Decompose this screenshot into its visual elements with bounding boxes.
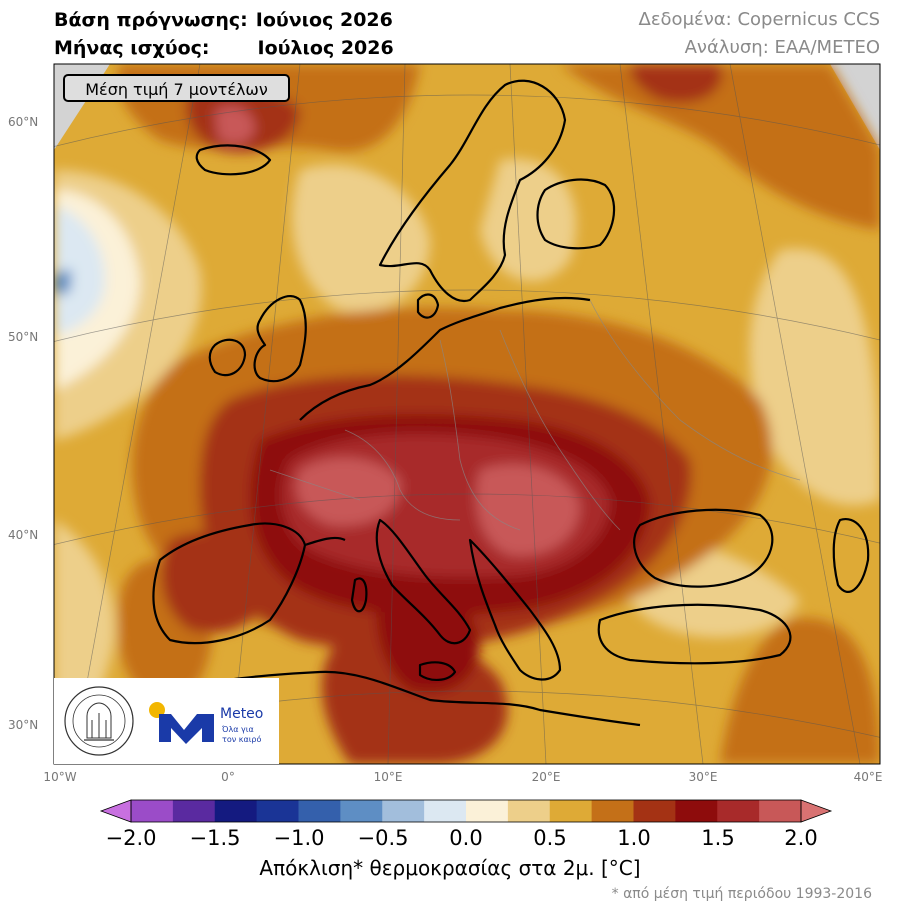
colorbar-segment (717, 800, 760, 822)
svg-text:Meteo: Meteo (220, 706, 263, 722)
anomaly-zone-cool (54, 205, 105, 335)
colorbar-segment (507, 800, 551, 822)
colorbar-label: Απόκλιση* θερμοκρασίας στα 2μ. [°C] (259, 856, 641, 880)
lat-label-40: 40°N (8, 528, 39, 542)
colorbar (99, 799, 833, 823)
colorbar-tick: 1.0 (617, 826, 651, 850)
data-source: Δεδομένα: Copernicus CCS (638, 9, 881, 30)
lon-label-30e: 30°E (688, 770, 718, 784)
forecast-header: Βάση πρόγνωσης: Ιούνιος 2026 Μήνας ισχύος… (54, 6, 394, 62)
map-frame (53, 63, 881, 765)
colorbar-segment (172, 800, 216, 822)
colorbar-segment (675, 800, 718, 822)
model-mean-badge: Μέση τιμή 7 μοντέλων (63, 74, 290, 102)
base-value: Ιούνιος 2026 (255, 9, 393, 31)
colorbar-max-extend (800, 799, 833, 823)
valid-value: Ιούλιος 2026 (257, 37, 394, 59)
colorbar-segment (549, 800, 593, 822)
colorbar-segment (131, 800, 174, 822)
colorbar-segment (466, 800, 509, 822)
colorbar-segment (591, 800, 634, 822)
colorbar-tick: 0.0 (449, 826, 483, 850)
lon-label-0: 0° (221, 770, 235, 784)
analysis-credit: Ανάλυση: ΕΑΑ/METEO (684, 37, 880, 58)
colorbar-segment (298, 800, 341, 822)
colorbar-tick: −1.5 (189, 826, 241, 850)
coastlines (139, 79, 870, 727)
svg-text:Όλα για: Όλα για (221, 724, 254, 734)
reference-period-note: * από μέση τιμή περιόδου 1993-2016 (611, 886, 872, 902)
colorbar-segment (759, 800, 802, 822)
colorbar-tick: −1.0 (273, 826, 325, 850)
colorbar-min-extend (99, 799, 132, 823)
lon-label-10w: 10°W (43, 770, 77, 784)
lat-label-50: 50°N (8, 330, 39, 344)
lon-label-10e: 10°E (373, 770, 403, 784)
lon-label-40e: 40°E (853, 770, 883, 784)
colorbar-tick: −2.0 (105, 826, 157, 850)
anomaly-zone-rust-northeast (630, 64, 722, 103)
lat-label-60: 60°N (8, 115, 39, 129)
anomaly-zone-cold-spot (54, 270, 72, 296)
base-label: Βάση πρόγνωσης: (54, 9, 248, 31)
valid-label: Μήνας ισχύος: (54, 37, 210, 59)
colorbar-tick: 2.0 (784, 826, 818, 850)
colorbar-tick: 0.5 (533, 826, 567, 850)
colorbar-tick: −0.5 (357, 826, 409, 850)
svg-text:τον καιρό: τον καιρό (222, 734, 261, 744)
colorbar-segment (382, 800, 425, 822)
anomaly-zone-light-east (749, 248, 880, 506)
lat-label-30: 30°N (8, 718, 39, 732)
lon-label-20e: 20°E (531, 770, 561, 784)
graticule (54, 64, 880, 764)
meteo-logo-icon: Meteo Όλα για τον καιρό (149, 702, 263, 744)
anomaly-zone-peak-east (476, 464, 580, 556)
source-header: Δεδομένα: Copernicus CCS Ανάλυση: ΕΑΑ/ME… (639, 6, 881, 62)
colorbar-frame (130, 799, 802, 823)
country-borders (269, 299, 801, 531)
logo-box: Meteo Όλα για τον καιρό (54, 678, 279, 764)
anomaly-zone-rust-iberia (161, 532, 270, 633)
colorbar-segment (424, 800, 467, 822)
colorbar-segment (214, 800, 258, 822)
anomaly-zone-orange-northeast (560, 64, 880, 230)
observatory-seal-icon (64, 686, 134, 756)
anomaly-field (54, 64, 880, 764)
anomaly-zone-peak-west (296, 457, 401, 526)
colorbar-segment (340, 800, 383, 822)
colorbar-segment (633, 800, 676, 822)
colorbar-tick: 1.5 (701, 826, 735, 850)
anomaly-zone-light-north (292, 164, 430, 312)
colorbar-segment (256, 800, 299, 822)
anomaly-zone-peak-northwest (215, 106, 255, 144)
